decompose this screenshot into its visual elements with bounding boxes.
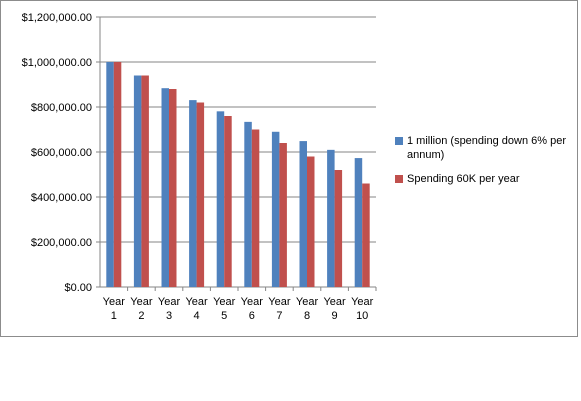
chart-frame	[0, 0, 578, 337]
legend-item-series-1: 1 million (spending down 6% per annum)	[395, 134, 575, 162]
bar-series-2-year-8	[307, 156, 315, 287]
bar-series-1-year-3	[161, 88, 169, 287]
x-tick-label: Year 2	[130, 296, 153, 322]
y-tick-label: $1,200,000.00	[22, 12, 92, 24]
bar-series-2-year-2	[141, 75, 149, 287]
legend-item-series-2: Spending 60K per year	[395, 172, 575, 186]
bar-series-1-year-10	[354, 158, 363, 287]
x-tick-label: Year 9	[323, 296, 346, 322]
x-tick-label: Year 1	[103, 296, 126, 322]
legend-label-series-2: Spending 60K per year	[407, 173, 520, 185]
x-tick-label: Year 6	[241, 296, 264, 322]
legend-swatch-series-1	[395, 137, 403, 145]
bar-series-2-year-6	[251, 129, 260, 287]
x-tick-label: Year 4	[185, 296, 208, 322]
y-tick-label: $800,000.00	[31, 102, 92, 114]
bar-series-1-year-7	[271, 131, 280, 287]
bar-series-2-year-3	[169, 89, 177, 287]
bar-series-2-year-5	[224, 116, 232, 287]
bar-series-1-year-5	[216, 111, 225, 287]
y-tick-label: $600,000.00	[31, 147, 92, 159]
bar-series-2-year-4	[196, 102, 205, 287]
legend-swatch-series-2	[395, 175, 403, 183]
bar-series-1-year-9	[327, 149, 335, 287]
legend-label-series-1: 1 million (spending down 6% per annum)	[407, 135, 566, 161]
bar-series-1-year-4	[189, 100, 197, 288]
bar-series-1-year-8	[299, 141, 307, 287]
bar-series-2-year-1	[113, 62, 122, 287]
legend: 1 million (spending down 6% per annum) S…	[395, 134, 575, 196]
bar-series-1-year-2	[133, 75, 142, 287]
x-tick-label: Year 5	[213, 296, 236, 322]
y-tick-label: $200,000.00	[31, 237, 92, 249]
bar-series-1-year-1	[106, 62, 114, 287]
bar-series-1-year-6	[244, 121, 252, 287]
x-tick-label: Year 7	[268, 296, 291, 322]
x-tick-label: Year 8	[296, 296, 319, 322]
bar-series-2-year-10	[362, 183, 370, 287]
bar-series-2-year-7	[279, 143, 287, 287]
y-tick-label: $400,000.00	[31, 192, 92, 204]
y-tick-label: $1,000,000.00	[22, 57, 92, 69]
bar-series-2-year-9	[334, 170, 343, 287]
y-tick-label: $0.00	[64, 282, 92, 294]
x-tick-label: Year 10	[351, 296, 374, 322]
x-tick-label: Year 3	[158, 296, 181, 322]
